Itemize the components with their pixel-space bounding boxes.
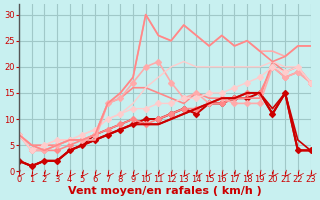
X-axis label: Vent moyen/en rafales ( km/h ): Vent moyen/en rafales ( km/h ) [68, 186, 262, 196]
